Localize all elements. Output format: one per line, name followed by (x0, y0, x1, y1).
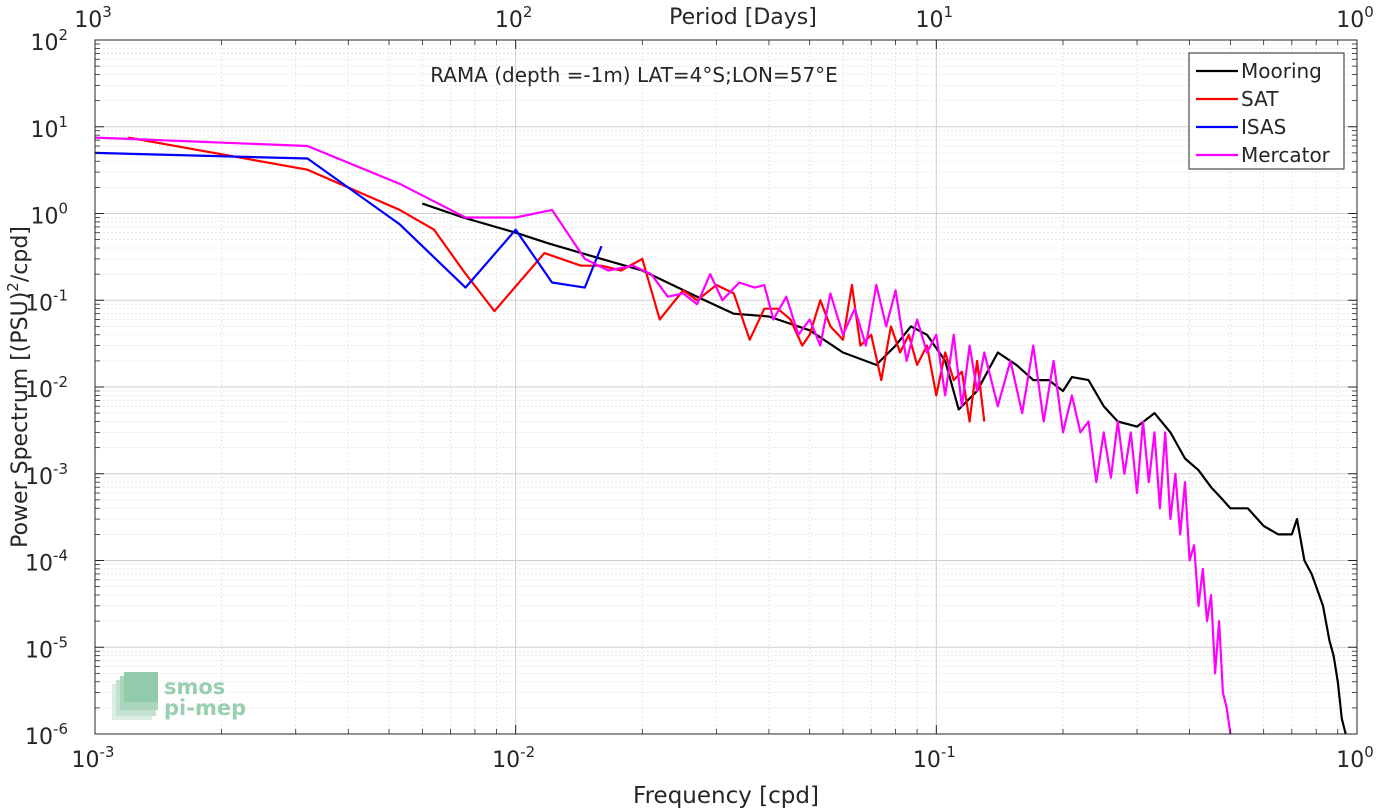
legend-entries: Mooring SAT ISAS Mercator (1196, 59, 1331, 167)
x-tick-labels: 10-3 10-2 10-1 100 (72, 743, 1374, 773)
top-tick-label: 101 (916, 3, 954, 33)
y-tick-label: 101 (30, 113, 68, 143)
legend-label-sat: SAT (1241, 87, 1279, 111)
y-axis-label-superscript: 2 (4, 282, 22, 292)
tick-marks (94, 39, 1358, 735)
y-tick-label: 10-6 (25, 720, 68, 750)
y-axis-label-tail: /cpd] (8, 226, 33, 282)
logo-text-smos: smos (164, 675, 225, 699)
y-tick-label: 10-4 (25, 547, 68, 577)
series-line-mooring (421, 202, 1347, 734)
x-tick-label: 10-1 (913, 743, 956, 773)
x-tick-label: 10-3 (72, 743, 115, 773)
top-tick-label: 102 (495, 3, 533, 33)
chart-title: RAMA (depth =-1m) LAT=4°S;LON=57°E (430, 63, 838, 87)
x-tick-label: 100 (1336, 743, 1374, 773)
logo-layer-1 (124, 672, 158, 702)
legend-label-mercator: Mercator (1241, 143, 1331, 167)
x-axis-label: Frequency [cpd] (633, 783, 819, 809)
legend-label-isas: ISAS (1241, 115, 1286, 139)
y-tick-label: 10-1 (25, 286, 68, 316)
top-tick-label: 103 (74, 3, 112, 33)
y-tick-label: 10-5 (25, 633, 68, 663)
series-line-isas (95, 151, 603, 289)
top-tick-label: 100 (1336, 3, 1374, 33)
series-line-mercator (95, 136, 1232, 734)
x-tick-label: 10-2 (492, 743, 535, 773)
top-axis-label: Period [Days] (669, 5, 817, 30)
y-axis-label: Power Spectrum [(PSU)2/cpd] (4, 226, 33, 548)
y-tick-label: 100 (30, 200, 68, 230)
top-tick-labels: 103 102 101 100 (74, 3, 1374, 33)
series-line-sat (128, 136, 986, 423)
legend-label-mooring: Mooring (1241, 59, 1322, 83)
y-tick-labels: 102 101 100 10-1 10-2 10-3 10-4 10-5 10-6 (25, 26, 68, 750)
y-tick-label: 102 (30, 26, 68, 56)
series-layer (95, 136, 1347, 734)
y-tick-label: 10-3 (25, 460, 68, 490)
y-axis-label-main: Power Spectrum [(PSU) (8, 292, 33, 548)
smos-logo: smos pi-mep (112, 672, 246, 720)
logo-text-pimep: pi-mep (164, 696, 246, 720)
legend: Mooring SAT ISAS Mercator (1188, 52, 1345, 170)
legend-box (1188, 52, 1345, 170)
y-tick-label: 10-2 (25, 373, 68, 403)
